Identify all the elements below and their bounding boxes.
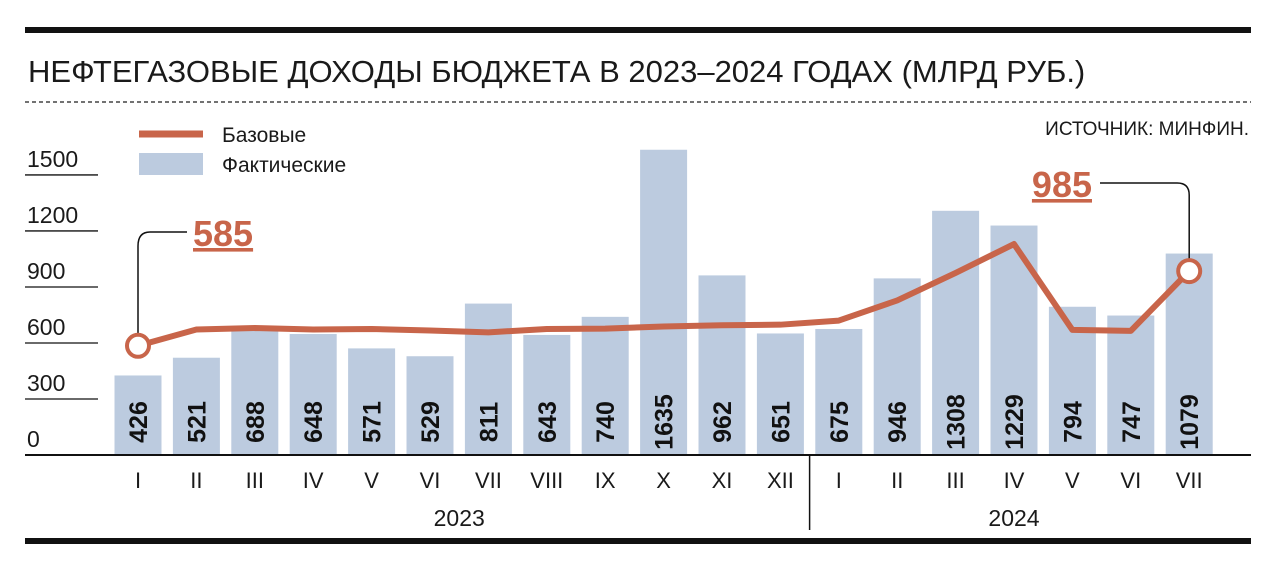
y-tick-label: 1500	[27, 146, 78, 172]
bar-value-label: 648	[300, 401, 328, 443]
bar-value-label: 1229	[1001, 394, 1029, 450]
legend-bar-swatch	[139, 153, 203, 175]
base-line-point	[663, 326, 665, 328]
legend-label-actual: Фактические	[222, 154, 346, 177]
x-tick-label: VII	[1176, 468, 1203, 493]
bar	[172, 357, 220, 455]
base-line-point	[254, 327, 256, 329]
bar	[815, 328, 863, 455]
bar-value-label: 1635	[651, 394, 679, 450]
base-line-point	[955, 272, 957, 274]
callout-leader-985	[1100, 182, 1190, 260]
bar	[348, 348, 396, 455]
base-line-series	[135, 241, 1193, 349]
bar	[698, 275, 746, 455]
y-tick-label: 600	[27, 314, 65, 340]
x-tick-label: I	[836, 468, 842, 493]
x-tick-label: IV	[303, 468, 324, 493]
base-line-point	[1013, 243, 1015, 245]
x-tick-label: V	[1065, 468, 1080, 493]
base-line-point	[779, 324, 781, 326]
bar-value-label: 651	[767, 401, 795, 443]
x-tick-label: VI	[1120, 468, 1141, 493]
base-line-point	[838, 320, 840, 322]
callout-marker-585	[125, 332, 151, 359]
legend: Базовые Фактические	[139, 124, 346, 177]
bar-value-label: 962	[709, 401, 737, 443]
base-line-point	[1071, 329, 1073, 331]
bar-value-label: 811	[475, 402, 503, 442]
bar	[231, 326, 279, 455]
y-tick-label: 0	[27, 426, 40, 452]
x-tick-label: VII	[475, 468, 502, 493]
source-note: ИСТОЧНИК: МИНФИН.	[1045, 119, 1249, 140]
x-tick-label: I	[135, 468, 141, 493]
bar-value-label: 688	[242, 401, 270, 443]
callout-label-585: 585	[193, 213, 253, 254]
chart-title: НЕФТЕГАЗОВЫЕ ДОХОДЫ БЮДЖЕТА В 2023–2024 …	[28, 54, 1085, 89]
bar	[289, 334, 337, 455]
bar	[406, 356, 454, 455]
x-axis: I II III IV V VI VII VIII IX X XI XII I II III IV V VI VII…	[135, 455, 1203, 531]
base-line-point	[195, 329, 197, 331]
legend-label-base: Базовые	[222, 124, 306, 147]
bottom-rule	[25, 538, 1251, 544]
bar-value-label: 529	[417, 401, 445, 443]
y-tick-label: 900	[27, 258, 65, 284]
x-tick-label: IX	[595, 468, 616, 493]
bar-value-label: 643	[534, 401, 562, 443]
y-axis: 0 300 600 900 1200 1500	[25, 146, 98, 456]
bar-value-label: 426	[125, 401, 153, 443]
bar-value-label: 521	[183, 401, 211, 443]
x-tick-label: III	[946, 468, 964, 493]
callout-leader-585	[137, 231, 187, 334]
x-tick-label: II	[891, 468, 903, 493]
base-line-point	[721, 324, 723, 326]
x-tick-label: II	[190, 468, 202, 493]
x-tick-label: III	[246, 468, 264, 493]
bar-value-label: 1308	[943, 394, 971, 450]
x-tick-label: VIII	[530, 468, 563, 493]
bar-value-label: 794	[1059, 401, 1087, 443]
callout-label-985: 985	[1032, 164, 1092, 205]
bar	[756, 333, 804, 455]
base-line-point	[896, 299, 898, 301]
year-label: 2024	[988, 505, 1039, 531]
x-tick-label: VI	[420, 468, 441, 493]
base-line-point	[487, 331, 489, 333]
bar	[640, 149, 688, 456]
top-rule	[25, 27, 1251, 33]
bar	[581, 316, 629, 455]
bar-value-label: 946	[884, 401, 912, 443]
y-tick-label: 300	[27, 370, 65, 396]
x-tick-label: XII	[767, 468, 794, 493]
base-line-point	[604, 328, 606, 330]
base-line-point	[312, 329, 314, 331]
bar	[523, 334, 571, 455]
x-tick-label: V	[364, 468, 379, 493]
base-line-point	[1130, 330, 1132, 332]
bar-value-label: 571	[359, 401, 387, 443]
x-tick-label: XI	[712, 468, 733, 493]
base-line-point	[429, 329, 431, 331]
bar	[114, 375, 162, 455]
bar-value-label: 675	[826, 401, 854, 443]
bar-value-label: 1079	[1176, 394, 1204, 450]
bar	[932, 210, 980, 455]
x-tick-label: IV	[1004, 468, 1025, 493]
callout-marker-985	[1176, 258, 1203, 285]
bar-value-label: 740	[592, 401, 620, 443]
base-line-point	[546, 328, 548, 330]
year-label: 2023	[434, 505, 485, 531]
base-line-point	[371, 328, 373, 330]
x-tick-label: X	[656, 468, 671, 493]
bar	[1107, 315, 1155, 455]
bar-value-label: 747	[1118, 401, 1146, 443]
bar-labels: 426 521 688 648 571 529 811 643 740 1635 962 651 675…	[125, 394, 1204, 450]
callouts: 585 985	[125, 164, 1203, 359]
y-tick-label: 1200	[27, 202, 78, 228]
